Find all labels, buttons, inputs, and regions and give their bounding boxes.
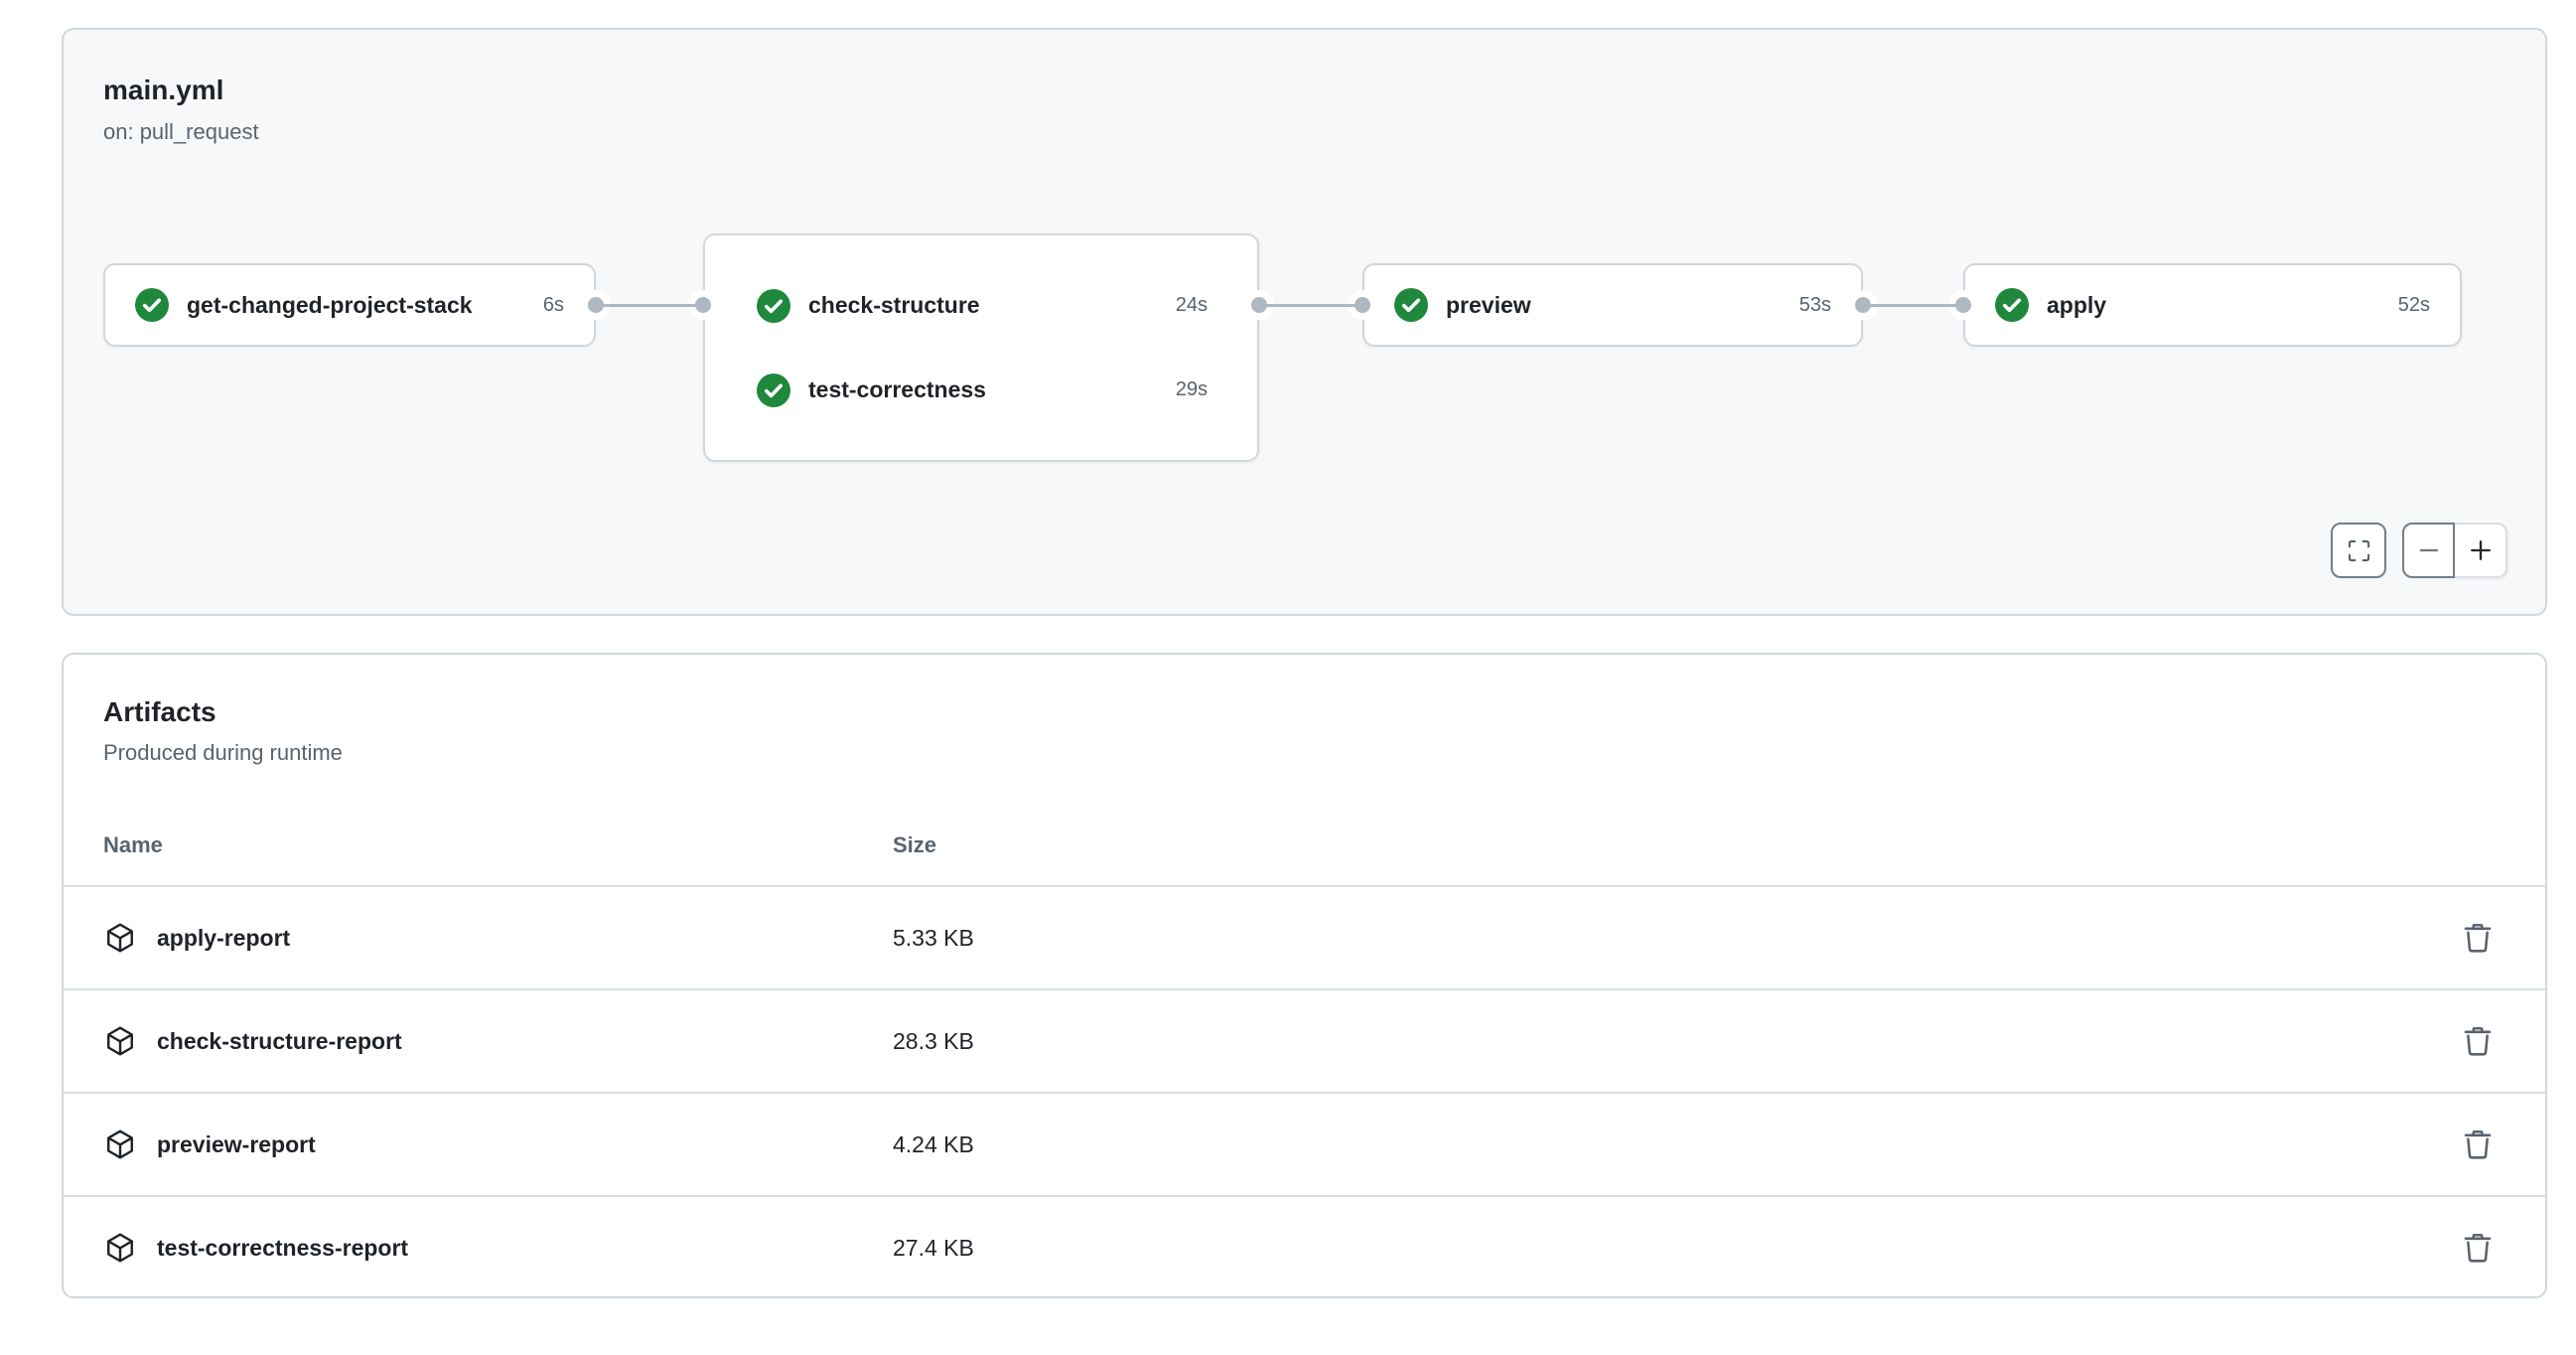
artifact-row: apply-report 5.33 KB: [64, 885, 2545, 988]
plus-icon: [2470, 540, 2491, 560]
artifact-row: test-correctness-report 27.4 KB: [64, 1195, 2545, 1296]
artifacts-card: Artifacts Produced during runtime Name S…: [62, 653, 2547, 1298]
artifacts-title: Artifacts: [103, 696, 216, 727]
job-node-check-structure[interactable]: check-structure 24s: [705, 263, 1257, 348]
artifact-name[interactable]: test-correctness-report: [157, 1234, 409, 1261]
workflow-header: main.yml on: pull_request: [103, 74, 259, 145]
job-node-preview[interactable]: preview 53s: [1362, 263, 1863, 347]
connector-line: [1863, 304, 1963, 307]
zoom-out-button[interactable]: [2402, 523, 2455, 578]
workflow-title: main.yml: [103, 75, 224, 105]
package-icon: [107, 1233, 133, 1263]
job-duration: 24s: [1175, 294, 1208, 316]
artifact-size: 27.4 KB: [893, 1234, 974, 1261]
artifact-name[interactable]: preview-report: [157, 1130, 316, 1157]
connector-dot: [1855, 297, 1871, 313]
package-icon: [107, 1129, 133, 1159]
job-duration: 53s: [1798, 293, 1831, 316]
trash-icon: [2464, 923, 2492, 953]
check-circle-icon: [135, 288, 169, 322]
delete-artifact-button[interactable]: [2454, 1017, 2502, 1065]
connector-line: [1259, 304, 1362, 307]
artifact-name-cell: check-structure-report: [103, 1024, 893, 1058]
check-circle-icon: [757, 373, 790, 407]
trash-icon: [2464, 1233, 2492, 1263]
connector-dot: [1355, 297, 1370, 313]
fullscreen-button[interactable]: [2331, 523, 2386, 578]
workflow-graph: get-changed-project-stack 6s check-struc…: [64, 30, 2545, 614]
artifact-name-cell: apply-report: [103, 921, 893, 955]
connector-dot: [1955, 297, 1971, 313]
job-name: get-changed-project-stack: [187, 291, 473, 318]
artifact-size: 4.24 KB: [893, 1130, 974, 1157]
zoom-control: [2402, 523, 2507, 578]
dash-icon: [2419, 548, 2438, 552]
artifact-row: preview-report 4.24 KB: [64, 1092, 2545, 1195]
artifact-name[interactable]: apply-report: [157, 924, 291, 951]
connector-dot: [588, 297, 604, 313]
job-name: check-structure: [808, 292, 980, 318]
artifacts-column-headers: Name Size: [64, 806, 2545, 885]
artifact-row: check-structure-report 28.3 KB: [64, 988, 2545, 1092]
artifact-size: 28.3 KB: [893, 1027, 974, 1054]
package-icon: [107, 1026, 133, 1056]
delete-artifact-button[interactable]: [2454, 1224, 2502, 1272]
job-duration: 29s: [1175, 378, 1208, 400]
trash-icon: [2464, 1129, 2492, 1159]
job-node-get-changed-project-stack[interactable]: get-changed-project-stack 6s: [103, 263, 596, 347]
job-group-check-test: check-structure 24s test-correctness 29s: [703, 233, 1259, 462]
delete-artifact-button[interactable]: [2454, 1121, 2502, 1168]
zoom-in-button[interactable]: [2455, 523, 2507, 578]
job-name: preview: [1446, 291, 1531, 318]
artifact-name-cell: test-correctness-report: [103, 1231, 893, 1265]
artifact-name-cell: preview-report: [103, 1128, 893, 1161]
trash-icon: [2464, 1026, 2492, 1056]
job-name: apply: [2047, 291, 2107, 318]
artifact-size: 5.33 KB: [893, 924, 974, 951]
job-duration: 52s: [2397, 293, 2430, 316]
artifacts-header: Artifacts Produced during runtime: [64, 655, 2545, 766]
job-duration: 6s: [542, 293, 564, 316]
check-circle-icon: [1995, 288, 2029, 322]
graph-controls: [2331, 523, 2507, 578]
connector-dot: [1251, 297, 1267, 313]
check-circle-icon: [1394, 288, 1428, 322]
connector-dot: [695, 297, 711, 313]
job-node-apply[interactable]: apply 52s: [1963, 263, 2462, 347]
job-name: test-correctness: [808, 376, 986, 402]
workflow-graph-card: main.yml on: pull_request get-changed-pr…: [62, 28, 2547, 616]
column-header-name: Name: [103, 832, 163, 857]
connector-line: [596, 304, 703, 307]
artifact-name[interactable]: check-structure-report: [157, 1027, 402, 1054]
package-icon: [107, 923, 133, 953]
check-circle-icon: [757, 288, 790, 323]
column-header-size: Size: [893, 832, 937, 857]
job-node-test-correctness[interactable]: test-correctness 29s: [705, 348, 1257, 432]
workflow-trigger: on: pull_request: [103, 119, 259, 144]
screen-full-icon: [2348, 539, 2369, 561]
artifacts-subtitle: Produced during runtime: [103, 740, 343, 765]
delete-artifact-button[interactable]: [2454, 914, 2502, 962]
